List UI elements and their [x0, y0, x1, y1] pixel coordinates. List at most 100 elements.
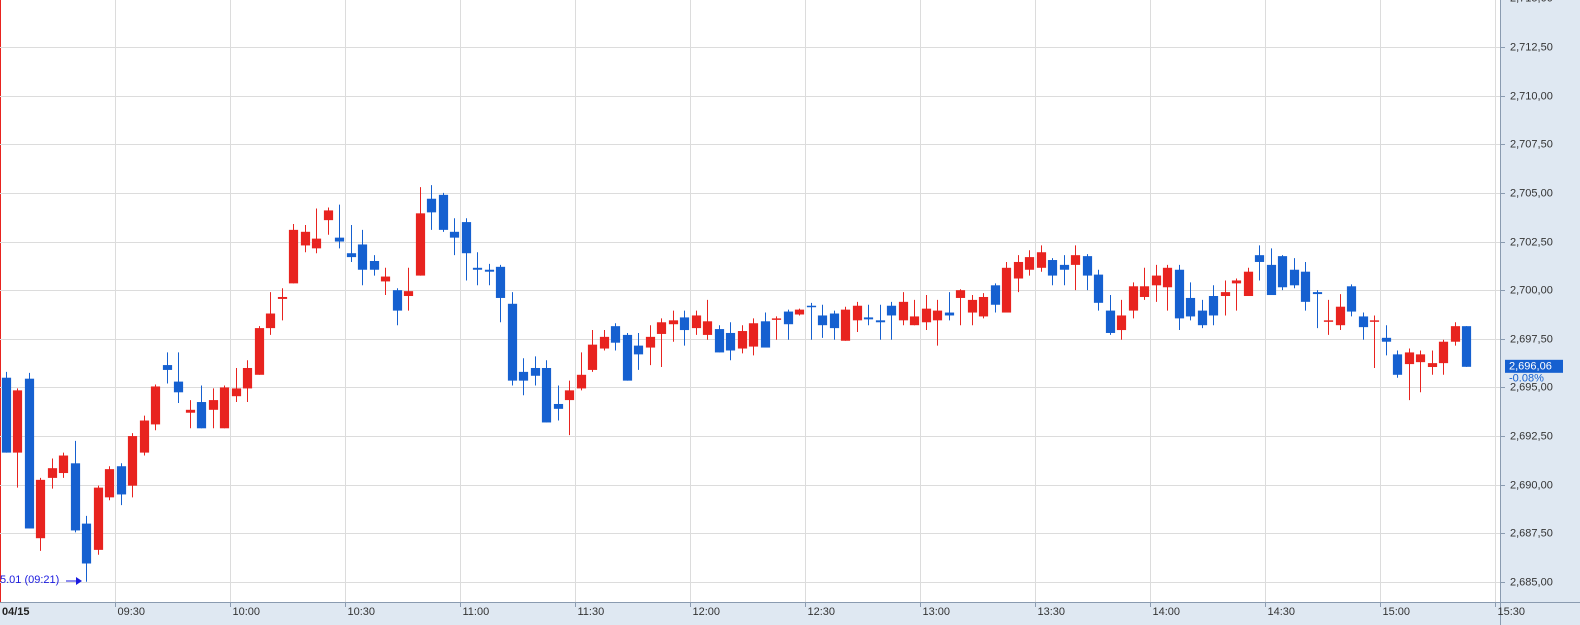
candle-body [70, 463, 81, 531]
candle-body [242, 367, 253, 389]
y-tick-label: 2,687,50 [1510, 527, 1553, 539]
candle-body [346, 253, 357, 258]
candle-body [875, 320, 886, 323]
x-tick-label: 13:00 [923, 606, 951, 618]
candle-body [898, 301, 909, 321]
x-tick-label: 12:00 [693, 606, 721, 618]
y-tick-label: 2,690,00 [1510, 479, 1553, 491]
candle-body [1024, 257, 1035, 270]
candle-body [1070, 255, 1081, 265]
candle-body [1, 377, 12, 453]
candle-body [622, 334, 633, 381]
change-label: -0.08% [1509, 373, 1544, 385]
candle-body [24, 378, 35, 529]
candle-body [495, 266, 506, 298]
candle-body [990, 285, 1001, 305]
candle-body [1277, 256, 1288, 288]
candle-body [150, 386, 161, 425]
candle-body [357, 244, 368, 270]
candle-body [461, 222, 472, 254]
candle-body [127, 436, 138, 486]
x-tick-label: 12:30 [808, 606, 836, 618]
candle-body [231, 388, 242, 397]
low-annotation: 5.01 (09:21) [0, 574, 59, 586]
candle-body [288, 229, 299, 284]
last-price-label: 2,696,06 [1509, 361, 1552, 373]
y-tick-label: 2,715,00 [1510, 0, 1553, 4]
candle-body [81, 523, 92, 564]
candle-body [610, 326, 621, 343]
y-tick-label: 2,707,50 [1510, 138, 1553, 150]
candle-body [863, 317, 874, 320]
candle-body [668, 320, 679, 325]
candle-body [1381, 337, 1392, 342]
candle-body [1404, 352, 1415, 365]
candle-body [530, 367, 541, 376]
candle-body [1059, 264, 1070, 270]
candle-body [1162, 267, 1173, 288]
candle-body [507, 303, 518, 381]
candle-body [1047, 260, 1058, 276]
candle-body [1300, 271, 1311, 302]
candle-body [116, 466, 127, 495]
candle-body [1105, 310, 1116, 333]
x-tick-label: 13:30 [1038, 606, 1066, 618]
candle-body [978, 296, 989, 317]
candle-body [1243, 271, 1254, 297]
candle-body [829, 313, 840, 329]
candle-body [679, 317, 690, 331]
candle-body [794, 309, 805, 315]
candle-body [1231, 280, 1242, 284]
candle-body [403, 291, 414, 297]
date-label: 04/15 [2, 606, 30, 618]
x-axis-panel [0, 602, 1580, 625]
candle-body [334, 237, 345, 242]
candle-body [944, 312, 955, 316]
candle-body [955, 290, 966, 298]
candle-body [1185, 297, 1196, 317]
candle-body [1312, 292, 1323, 295]
candle-body [1335, 306, 1346, 326]
candle-body [196, 402, 207, 429]
candle-body [277, 296, 288, 299]
candle-body [47, 468, 58, 478]
candle-body [311, 238, 322, 249]
candle-body [35, 479, 46, 539]
candle-body [553, 403, 564, 409]
candle-body [162, 365, 173, 370]
candle-body [748, 323, 759, 347]
candle-body [484, 269, 495, 272]
candle-body [1151, 275, 1162, 286]
candle-body [725, 332, 736, 351]
candle-body [587, 344, 598, 370]
candle-body [1369, 320, 1380, 322]
candle-body [185, 409, 196, 413]
candle-body [265, 313, 276, 329]
x-tick-label: 09:30 [118, 606, 146, 618]
candle-body [1323, 320, 1334, 322]
x-tick-label: 14:00 [1153, 606, 1181, 618]
candle-body [886, 305, 897, 316]
candle-body [1208, 296, 1219, 316]
candle-body [645, 336, 656, 348]
annotation-arrowhead [76, 577, 82, 585]
x-tick-label: 14:30 [1268, 606, 1296, 618]
candle-body [173, 381, 184, 393]
candle-body [1139, 286, 1150, 297]
x-tick-label: 15:00 [1383, 606, 1411, 618]
candle-body [840, 309, 851, 341]
candle-body [392, 290, 403, 311]
candle-body [438, 194, 449, 230]
y-tick-label: 2,710,00 [1510, 90, 1553, 102]
candle-body [1197, 310, 1208, 326]
candle-body [1128, 286, 1139, 311]
candle-body [817, 315, 828, 326]
candle-body [1392, 354, 1403, 375]
candle-body [1289, 269, 1300, 286]
candle-body [691, 315, 702, 329]
candle-body [967, 299, 978, 313]
candle-body [1266, 264, 1277, 296]
candle-body [1220, 292, 1231, 297]
y-tick-label: 2,692,50 [1510, 430, 1553, 442]
candle-body [369, 260, 380, 270]
